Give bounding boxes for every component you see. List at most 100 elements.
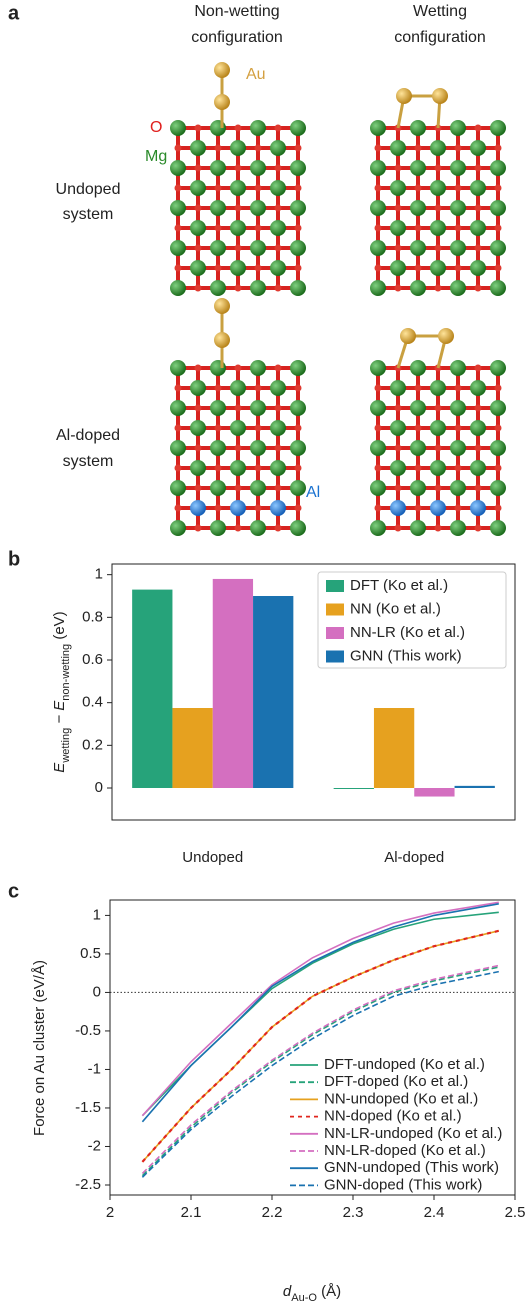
atom <box>235 165 242 172</box>
atom <box>210 280 226 296</box>
atom <box>175 265 182 272</box>
atom <box>475 245 482 252</box>
atom <box>250 120 266 136</box>
atom <box>435 285 442 292</box>
atom <box>415 465 422 472</box>
atom <box>450 360 466 376</box>
atom <box>190 140 206 156</box>
atom <box>175 145 182 152</box>
atom <box>210 480 226 496</box>
atom <box>370 440 386 456</box>
atom <box>250 400 266 416</box>
legend-label: GNN-doped (This work) <box>324 1176 482 1193</box>
atom <box>490 360 506 376</box>
x-axis-label: dAu-O (Å) <box>283 1283 341 1304</box>
atom <box>250 280 266 296</box>
atom <box>250 160 266 176</box>
y-tick-label: -1.5 <box>75 1099 101 1116</box>
atom <box>450 280 466 296</box>
atom <box>295 465 302 472</box>
atom <box>275 165 282 172</box>
atom <box>190 380 206 396</box>
atom <box>490 440 506 456</box>
x-tick-label: Undoped <box>182 849 243 866</box>
atom <box>235 525 242 532</box>
atom <box>230 180 246 196</box>
atom <box>250 240 266 256</box>
atom <box>170 280 186 296</box>
atom <box>210 200 226 216</box>
panel-label: b <box>8 548 20 570</box>
atom <box>195 125 202 132</box>
atom <box>450 440 466 456</box>
atom <box>470 140 486 156</box>
atom <box>215 505 222 512</box>
y-tick-label: 0.8 <box>82 608 103 625</box>
atom <box>275 205 282 212</box>
atom <box>455 505 462 512</box>
atom <box>235 445 242 452</box>
atom <box>255 265 262 272</box>
atom <box>375 185 382 192</box>
atom <box>490 480 506 496</box>
y-label-part: − E <box>51 700 68 728</box>
atom <box>235 485 242 492</box>
atom <box>175 385 182 392</box>
atom <box>490 160 506 176</box>
atom <box>270 140 286 156</box>
atom <box>170 200 186 216</box>
atom <box>275 485 282 492</box>
x-tick-label: 2.4 <box>424 1204 445 1221</box>
atom <box>415 505 422 512</box>
atom <box>215 425 222 432</box>
bar <box>455 786 495 788</box>
atom <box>270 380 286 396</box>
atom <box>450 240 466 256</box>
atom <box>490 400 506 416</box>
legend-label: DFT-doped (Ko et al.) <box>324 1073 468 1090</box>
column-title: Non-wetting <box>194 3 279 20</box>
atom <box>430 500 446 516</box>
atom <box>410 480 426 496</box>
atom <box>390 260 406 276</box>
atom <box>390 460 406 476</box>
atom <box>195 285 202 292</box>
atom <box>275 365 282 372</box>
atom <box>370 120 386 136</box>
atom <box>235 245 242 252</box>
atom <box>435 205 442 212</box>
atom <box>410 400 426 416</box>
atom <box>170 120 186 136</box>
atom <box>430 380 446 396</box>
atom <box>210 240 226 256</box>
atom <box>270 220 286 236</box>
atom <box>395 285 402 292</box>
x-tick-label: Al-doped <box>384 849 444 866</box>
x-label-part: Au-O <box>291 1292 317 1304</box>
atom <box>475 125 482 132</box>
bar <box>414 788 454 797</box>
y-tick-label: 0.6 <box>82 651 103 668</box>
atom <box>490 120 506 136</box>
atom <box>390 220 406 236</box>
atom <box>195 365 202 372</box>
structures <box>170 62 506 536</box>
atom <box>175 185 182 192</box>
atom <box>190 500 206 516</box>
atom <box>415 185 422 192</box>
legend-label: DFT-undoped (Ko et al.) <box>324 1056 485 1073</box>
atom <box>430 460 446 476</box>
atom <box>395 405 402 412</box>
legend-label: NN-LR (Ko et al.) <box>350 624 465 641</box>
atom <box>435 245 442 252</box>
atom <box>235 285 242 292</box>
y-axis-label: Force on Au cluster (eV/Å) <box>31 960 48 1136</box>
atom <box>210 520 226 536</box>
y-tick-label: 1 <box>95 566 103 583</box>
atom <box>250 200 266 216</box>
atom-label: O <box>150 119 162 136</box>
y-tick-label: -2.5 <box>75 1176 101 1193</box>
atom <box>410 160 426 176</box>
atom <box>495 265 502 272</box>
atom <box>415 385 422 392</box>
